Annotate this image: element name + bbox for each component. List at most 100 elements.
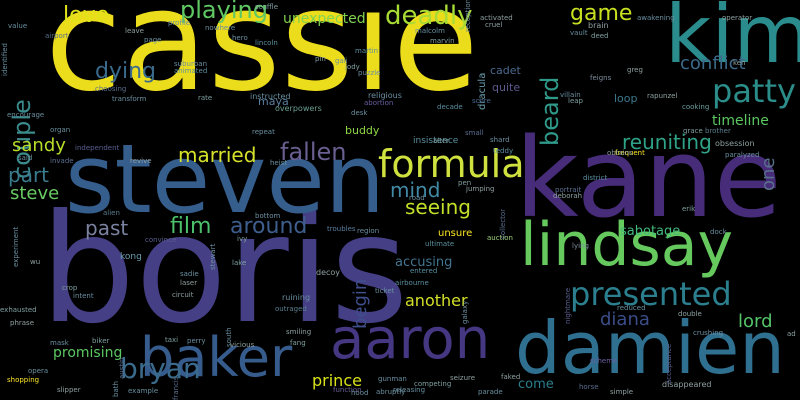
word-small: small (465, 129, 484, 137)
word-maya: maya (258, 95, 289, 108)
word-ultimate: ultimate (425, 240, 455, 248)
word-shopping: shopping (7, 376, 40, 384)
word-villain: villain (560, 91, 581, 99)
word-road: road (409, 194, 425, 202)
word-love: love (63, 3, 110, 28)
word-ruining: ruining (282, 293, 311, 302)
word-simple: simple (610, 388, 634, 396)
word-lord: lord (738, 311, 773, 332)
word-decade: decade (437, 103, 463, 111)
word-reuniting: reuniting (622, 130, 712, 154)
word-film: film (170, 214, 212, 239)
word-martin: martin (355, 47, 379, 55)
word-auction: auction (487, 234, 513, 242)
word-airport: airport (45, 32, 69, 40)
word-page: page (144, 36, 162, 44)
word-phrase: phrase (10, 319, 35, 327)
word-lincoln: lincoln (255, 39, 278, 47)
word-timeline: timeline (712, 113, 769, 129)
word-biker: biker (92, 337, 110, 345)
word-pin: pin (315, 55, 326, 63)
word-diana: diana (600, 309, 650, 330)
word-circuit: circuit (172, 291, 194, 299)
word-abortion: abortion (364, 99, 394, 107)
word-galaxy: galaxy (461, 300, 469, 324)
word-gali: gali (335, 57, 348, 65)
word-acceptance: acceptance (665, 343, 673, 384)
word-quite: quite (492, 81, 521, 94)
word-airbourne: airbourne (395, 279, 429, 287)
word-taxi: taxi (165, 336, 179, 344)
word-deed: deed (591, 32, 609, 40)
word-exhausted: exhausted (0, 306, 37, 314)
word-fallen: fallen (280, 138, 347, 166)
word-crushing: crushing (693, 329, 724, 337)
word-leave: leave (125, 27, 144, 35)
word-game: game (570, 1, 633, 26)
word-instructed: instructed (250, 92, 291, 101)
word-alter: alter (433, 137, 450, 145)
word-heist: heist (270, 159, 288, 167)
word-crop: crop (62, 284, 78, 292)
word-troubles: troubles (327, 225, 356, 233)
word-profile: profile (168, 19, 191, 27)
word-disappeared: disappeared (662, 380, 712, 389)
word-puzzle: puzzle (358, 69, 381, 77)
word-rapunzel: rapunzel (647, 92, 678, 100)
word-feigns: feigns (590, 74, 612, 82)
word-accusing: accusing (395, 255, 453, 270)
word-leap: leap (568, 97, 583, 105)
word-kong: kong (120, 252, 142, 262)
word-unexpected: unexpected (283, 11, 366, 27)
word-double: double (678, 310, 702, 318)
word-portrait: portrait (555, 186, 582, 194)
word-animated: animated (174, 67, 208, 75)
word-rate: rate (198, 94, 213, 102)
word-prince: prince (312, 371, 362, 390)
word-value: value (8, 22, 28, 30)
word-revive: revive (130, 157, 152, 165)
word-sadie: sadie (180, 270, 199, 278)
word-scheme: scheme (590, 357, 618, 365)
word-loop: loop (614, 92, 638, 105)
word-lying: lying (572, 242, 589, 250)
word-married: married (178, 143, 257, 167)
word-deadly: deadly (385, 1, 473, 31)
word-teddy: teddy (493, 147, 514, 155)
word-promising: promising (53, 345, 123, 361)
word-desk: desk (351, 109, 368, 117)
word-slipper: slipper (57, 386, 81, 394)
word-hero: hero (232, 34, 248, 42)
word-greg: greg (627, 66, 643, 74)
word-scuffle: scuffle (255, 3, 279, 11)
word-score: score (472, 97, 491, 105)
word-cooking: cooking (682, 103, 710, 111)
word-seizure: seizure (450, 374, 476, 382)
word-wu: wu (30, 258, 41, 266)
word-playing: playing (180, 0, 268, 24)
word-beard: beard (536, 76, 564, 146)
word-lindsay: lindsay (520, 210, 733, 280)
word-dying: dying (95, 59, 157, 84)
word-abruptly: abruptly (376, 388, 406, 396)
word-one: one (758, 157, 779, 192)
word-past: past (85, 216, 129, 240)
word-function: function (333, 386, 362, 394)
word-faked: faked (501, 373, 521, 381)
word-operator: operator (722, 14, 753, 22)
word-stewart: stewart (209, 243, 217, 270)
word-vicious: vicious (230, 341, 255, 349)
word-bryan: bryan (120, 352, 201, 385)
word-sabotage: sabotage (620, 224, 681, 239)
word-alien: alien (103, 209, 120, 217)
word-sandy: sandy (12, 135, 66, 156)
word-competing: competing (414, 380, 452, 388)
word-hood: hood (351, 389, 369, 397)
word-district: district (583, 174, 608, 182)
word-invade: invade (50, 157, 74, 165)
word-south: south (225, 327, 233, 347)
word-pen: pen (458, 179, 472, 187)
word-shard: shard (490, 136, 510, 144)
word-example: example (128, 387, 159, 395)
